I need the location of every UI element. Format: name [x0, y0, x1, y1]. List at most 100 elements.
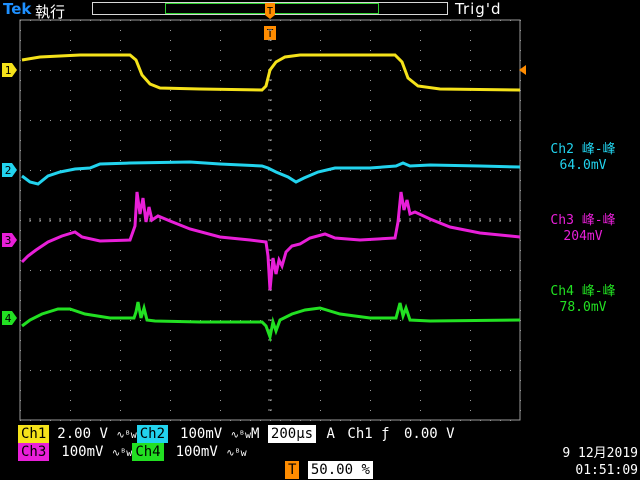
grid-dot: [440, 370, 441, 371]
trigger-level-marker[interactable]: [519, 65, 526, 75]
grid-dot: [460, 270, 461, 271]
grid-dot: [340, 120, 341, 121]
measurement-ch4[interactable]: Ch4 峰-峰 78.0mV: [526, 284, 640, 316]
grid-dot: [70, 40, 71, 41]
grid-dot: [470, 340, 471, 341]
grid-dot: [170, 280, 171, 281]
grid-dot: [420, 210, 421, 211]
ch3-label[interactable]: Ch3: [18, 443, 50, 461]
grid-dot: [290, 20, 291, 21]
grid-dot: [470, 380, 471, 381]
grid-dot: [90, 320, 91, 321]
grid-dot: [20, 50, 21, 51]
grid-dot: [170, 400, 171, 401]
trigger-source[interactable]: Ch1: [347, 426, 373, 442]
grid-dot: [440, 120, 441, 121]
brand-logo: Tek: [3, 0, 32, 18]
channel-3-trace: [20, 191, 521, 291]
grid-dot: [520, 110, 521, 111]
grid-dot: [170, 40, 171, 41]
measurement-ch2[interactable]: Ch2 峰-峰 64.0mV: [526, 142, 640, 174]
ch3-scale[interactable]: 100mV: [61, 444, 104, 460]
svg-text:1: 1: [5, 64, 12, 77]
grid-dot: [510, 70, 511, 71]
grid-dot: [430, 20, 431, 21]
grid-dot: [390, 120, 391, 121]
grid-dot: [470, 410, 471, 411]
grid-dot: [120, 260, 121, 261]
trigger-time-marker[interactable]: T: [264, 26, 276, 40]
grid-dot: [70, 260, 71, 261]
trigger-level[interactable]: 0.00 V: [404, 426, 455, 442]
ch1-scale[interactable]: 2.00 V: [57, 426, 108, 442]
grid-dot: [370, 330, 371, 331]
grid-dot: [220, 380, 221, 381]
grid-dot: [70, 300, 71, 301]
grid-dot: [200, 120, 201, 121]
grid-dot: [320, 30, 321, 31]
grid-dot: [520, 40, 521, 41]
grid-dot: [320, 410, 321, 411]
timebase-value[interactable]: 200μs: [267, 425, 317, 443]
measurement-ch3[interactable]: Ch3 峰-峰 204mV: [526, 213, 640, 245]
trigger-slope-icon[interactable]: ƒ: [381, 426, 390, 442]
grid-dot: [320, 80, 321, 81]
grid-dot: [190, 20, 191, 21]
grid-dot: [120, 340, 121, 341]
grid-dot: [70, 280, 71, 281]
grid-dot: [500, 420, 501, 421]
grid-dot: [200, 20, 201, 21]
grid-dot: [40, 270, 41, 271]
ch1-label[interactable]: Ch1: [18, 425, 50, 443]
grid-dot: [350, 70, 351, 71]
trigger-position-badge[interactable]: T: [285, 461, 300, 479]
grid-dot: [320, 380, 321, 381]
grid-dot: [390, 420, 391, 421]
grid-dot: [160, 70, 161, 71]
grid-dot: [350, 20, 351, 21]
grid-dot: [70, 90, 71, 91]
grid-dot: [420, 140, 421, 141]
grid-dot: [330, 20, 331, 21]
grid-dot: [60, 320, 61, 321]
grid-dot: [320, 20, 321, 21]
grid-dot: [120, 140, 121, 141]
grid-dot: [220, 110, 221, 111]
ch2-scale[interactable]: 100mV: [180, 426, 223, 442]
trigger-position-value[interactable]: 50.00 %: [307, 461, 373, 479]
ch4-scale[interactable]: 100mV: [175, 444, 218, 460]
grid-dot: [350, 170, 351, 171]
grid-dot: [70, 140, 71, 141]
channel-3-marker[interactable]: 3: [2, 233, 17, 247]
grid-dot: [450, 120, 451, 121]
grid-dot: [170, 390, 171, 391]
grid-dot: [510, 420, 511, 421]
grid-dot: [350, 120, 351, 121]
grid-dot: [330, 270, 331, 271]
grid-dot: [420, 270, 421, 271]
grid-dot: [250, 270, 251, 271]
grid-dot: [410, 120, 411, 121]
grid-dot: [120, 180, 121, 181]
grid-dot: [250, 70, 251, 71]
grid-dot: [40, 170, 41, 171]
channel-2-marker[interactable]: 2: [2, 163, 17, 177]
grid-dot: [480, 170, 481, 171]
grid-dot: [110, 170, 111, 171]
grid-dot: [520, 320, 521, 321]
grid-dot: [190, 370, 191, 371]
channel-1-marker[interactable]: 1: [2, 63, 17, 77]
channel-4-marker[interactable]: 4: [2, 311, 17, 325]
grid-dot: [360, 270, 361, 271]
grid-dot: [90, 420, 91, 421]
ch4-label[interactable]: Ch4: [132, 443, 164, 461]
grid-dot: [470, 260, 471, 261]
ch2-label[interactable]: Ch2: [136, 425, 169, 443]
grid-dot: [180, 170, 181, 171]
trigger-position-marker[interactable]: T: [265, 3, 275, 19]
grid-dot: [20, 400, 21, 401]
grid-dot: [290, 270, 291, 271]
grid-dot: [20, 390, 21, 391]
grid-dot: [370, 210, 371, 211]
